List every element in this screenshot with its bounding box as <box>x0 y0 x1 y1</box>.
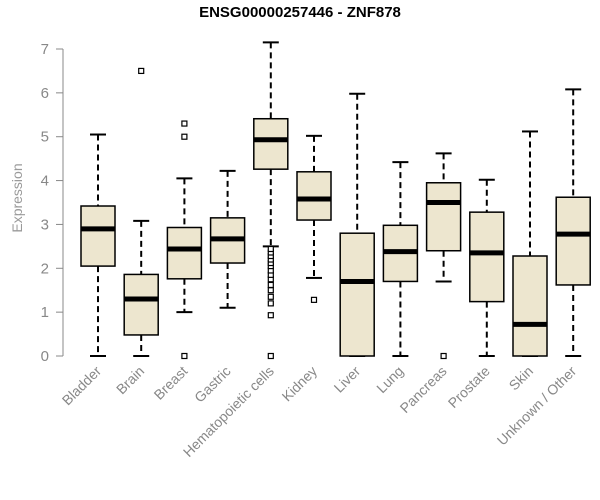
x-tick-label: Lung <box>373 363 406 396</box>
y-tick-label: 3 <box>41 216 49 233</box>
outlier-point <box>181 120 188 127</box>
y-tick-label: 0 <box>41 348 49 365</box>
x-tick-label: Breast <box>151 363 191 403</box>
x-tick-label: Brain <box>113 363 147 397</box>
box <box>123 273 159 336</box>
y-tick-label: 1 <box>41 304 49 321</box>
box <box>166 226 203 280</box>
outlier-point <box>138 67 145 75</box>
y-tick-label: 6 <box>41 85 49 102</box>
outlier-point <box>267 287 274 294</box>
box <box>339 232 375 357</box>
outlier-point <box>181 133 188 140</box>
chart-title: ENSG00000257446 - ZNF878 <box>199 4 401 21</box>
x-tick-label: Kidney <box>279 363 321 405</box>
y-tick-label: 7 <box>41 41 49 58</box>
box <box>555 196 591 286</box>
y-tick-label: 2 <box>41 260 49 277</box>
x-tick-label: Liver <box>331 363 364 396</box>
outlier-point <box>181 352 188 360</box>
outlier-point <box>267 281 274 289</box>
box <box>469 211 505 303</box>
box <box>296 171 332 221</box>
x-tick-label: Unknown / Other <box>494 363 580 449</box>
x-tick-label: Pancreas <box>397 363 450 416</box>
box <box>253 117 289 170</box>
y-tick-label: 4 <box>41 173 49 190</box>
outlier-point <box>267 245 274 253</box>
x-tick-label: Bladder <box>59 363 105 409</box>
x-tick-label: Skin <box>506 363 537 394</box>
outlier-point <box>267 293 274 300</box>
outlier-point <box>440 352 447 360</box>
outlier-point <box>310 296 318 303</box>
box <box>80 205 116 267</box>
box <box>512 255 548 357</box>
y-tick-label: 5 <box>41 129 49 146</box>
outlier-point <box>267 352 274 360</box>
x-tick-label: Prostate <box>445 363 493 411</box>
x-tick-label: Gastric <box>191 363 234 406</box>
outlier-point <box>267 312 274 319</box>
box <box>425 182 462 252</box>
outlier-point <box>267 300 274 307</box>
